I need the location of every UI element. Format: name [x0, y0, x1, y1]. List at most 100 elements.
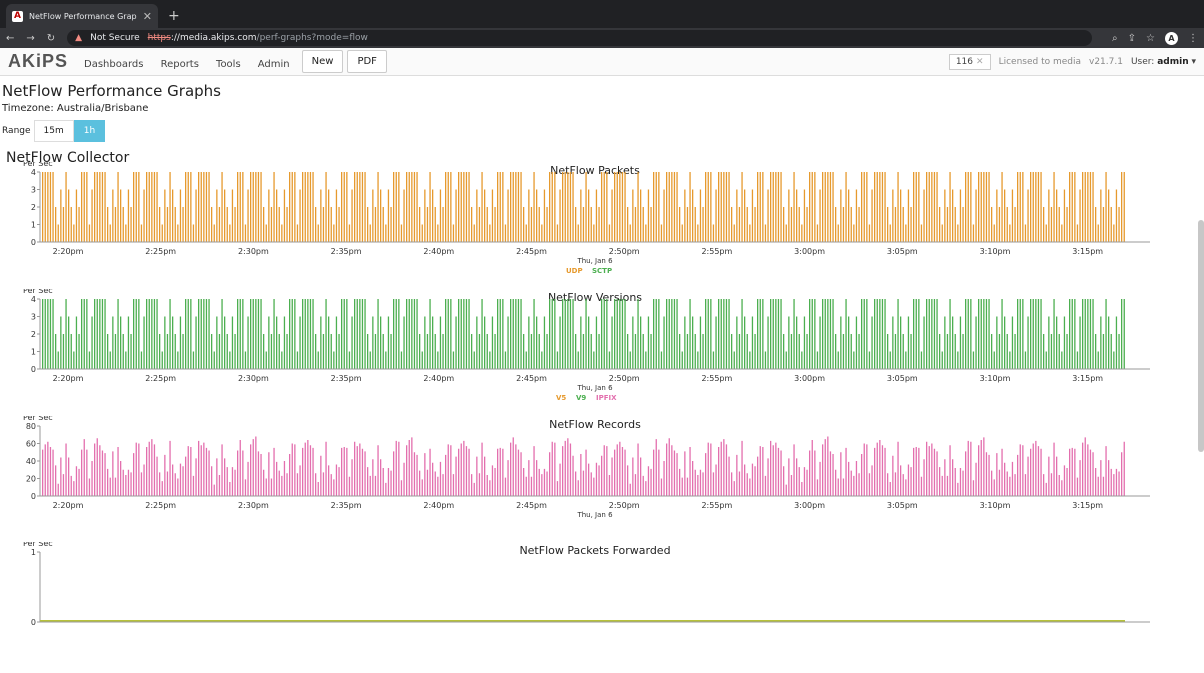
chart-bar [970, 172, 972, 242]
chart-bar [803, 316, 806, 369]
chart-bar [109, 224, 111, 242]
chart-bar [174, 473, 176, 496]
app-header: AKiPS Dashboards Reports Tools Admin New… [0, 48, 1204, 76]
chart-bar [1043, 207, 1045, 242]
nav-admin[interactable]: Admin [257, 59, 290, 70]
nav-tools[interactable]: Tools [216, 59, 241, 70]
chart-bar [1045, 482, 1047, 496]
chart-bar [122, 207, 124, 242]
chart-bar [325, 441, 327, 496]
chart-bar [96, 438, 98, 496]
chart-bar [944, 459, 946, 496]
alert-count-badge[interactable]: 116 ✕ [948, 53, 991, 70]
x-tick-label: 2:20pm [53, 247, 84, 256]
chart-bar [330, 474, 332, 496]
x-tick-label: 3:15pm [1072, 501, 1103, 510]
chart-bar [556, 481, 559, 496]
chart-bar [889, 224, 891, 242]
reload-icon[interactable]: ↻ [46, 32, 56, 44]
zoom-icon[interactable]: ⌕ [1112, 32, 1118, 44]
chart-bar [216, 316, 218, 369]
security-warning[interactable]: Not Secure [90, 33, 140, 43]
chart-bar [455, 456, 457, 496]
chart-bar [640, 189, 642, 242]
chart-bar [224, 458, 226, 496]
range-1h-button[interactable]: 1h [73, 120, 106, 142]
chart-bar [278, 207, 280, 242]
chart-bar [133, 453, 135, 496]
x-tick-label: 3:00pm [794, 247, 825, 256]
chart-bar [1048, 189, 1050, 242]
chart-bar [120, 189, 122, 242]
chart-bar [707, 299, 709, 369]
chart-bar [426, 334, 429, 369]
chart-bar [827, 436, 829, 496]
chart-bar [83, 299, 85, 369]
chart-bar [127, 469, 130, 496]
chart-bar [629, 483, 631, 496]
new-button[interactable]: New [301, 50, 344, 73]
chart-bar [702, 472, 704, 496]
chart-bar [941, 475, 943, 496]
chart-bar [806, 469, 808, 496]
chart-bar [421, 351, 423, 369]
chart-bar [491, 189, 494, 242]
chart-bar [590, 334, 592, 369]
chart-bar [86, 172, 88, 242]
chart-bar [759, 446, 761, 496]
chart-bar [1001, 299, 1003, 369]
chart-bar [244, 224, 247, 242]
chart-bar [580, 316, 582, 369]
range-15m-button[interactable]: 15m [33, 120, 74, 142]
legend-item: IPFIX [596, 394, 617, 402]
chart-bar [777, 172, 780, 242]
chart-bar [218, 475, 221, 496]
chart-bar [83, 172, 85, 242]
profile-avatar[interactable]: A [1165, 31, 1178, 45]
chart-bar [1009, 476, 1011, 496]
nav-dashboards[interactable]: Dashboards [84, 59, 144, 70]
pdf-button[interactable]: PDF [347, 50, 387, 73]
chart-bar [195, 189, 197, 242]
share-icon[interactable]: ⇪ [1127, 32, 1137, 44]
chart-bar [497, 299, 499, 369]
chart-bar [1074, 299, 1076, 369]
chart-bar [94, 299, 96, 369]
menu-icon[interactable]: ⋮ [1188, 32, 1198, 44]
chart-bar [73, 351, 75, 369]
chart-bar [931, 172, 933, 242]
close-tab-icon[interactable]: ✕ [142, 9, 152, 23]
x-tick-label: 2:40pm [423, 374, 454, 383]
back-icon[interactable]: ← [6, 32, 15, 44]
chart-bar [920, 351, 923, 369]
chart-bar [57, 351, 59, 369]
chart-bar [434, 471, 436, 496]
user-menu[interactable]: User: admin ▾ [1130, 56, 1196, 67]
chart-bar [598, 465, 600, 496]
chart-bar [666, 172, 668, 242]
browser-tab[interactable]: A NetFlow Performance Graphs ✕ [6, 4, 158, 28]
chart-bar [122, 334, 124, 369]
nav-reports[interactable]: Reports [160, 59, 199, 70]
chart-bar [468, 448, 470, 496]
chart-bar [798, 334, 800, 369]
chart-bar [720, 299, 722, 369]
chart-bar [78, 334, 80, 369]
bookmark-star-icon[interactable]: ☆ [1146, 32, 1155, 44]
chart-bar [1022, 299, 1024, 369]
forward-icon[interactable]: → [26, 32, 35, 44]
chart-bar [957, 224, 959, 242]
chart-bar [536, 460, 538, 496]
akips-logo[interactable]: AKiPS [8, 51, 69, 71]
y-tick-label: 3 [31, 313, 36, 322]
page-scrollbar[interactable] [1198, 220, 1204, 452]
chart-bar [299, 316, 301, 369]
chart-bar [892, 455, 894, 496]
x-tick-label: 2:30pm [238, 501, 269, 510]
chart-bar [486, 475, 488, 496]
chart-bar [198, 440, 200, 496]
clear-icon[interactable]: ✕ [976, 56, 984, 67]
address-bar[interactable]: ▲ Not Secure https://media.akips.com/per… [67, 30, 1093, 46]
new-tab-icon[interactable]: + [168, 8, 180, 24]
chart-bar [265, 478, 267, 496]
